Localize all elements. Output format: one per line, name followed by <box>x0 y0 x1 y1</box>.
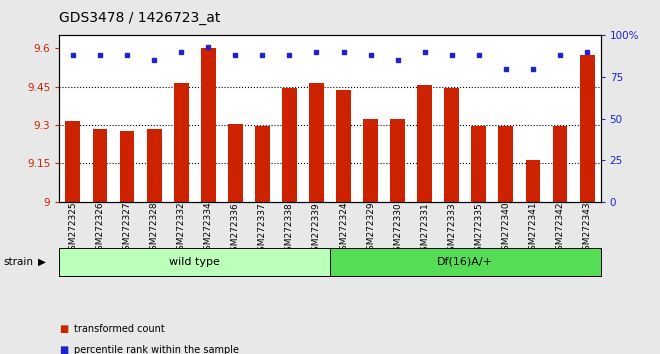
Text: GSM272338: GSM272338 <box>285 202 294 257</box>
Bar <box>336 90 351 202</box>
Text: ■: ■ <box>59 346 69 354</box>
Text: GSM272343: GSM272343 <box>583 202 591 256</box>
Bar <box>444 88 459 202</box>
FancyBboxPatch shape <box>59 248 330 276</box>
Bar <box>65 121 81 202</box>
Bar <box>471 126 486 202</box>
Text: GSM272333: GSM272333 <box>447 202 456 257</box>
Text: GSM272341: GSM272341 <box>529 202 537 256</box>
Bar <box>552 126 568 202</box>
Text: GSM272327: GSM272327 <box>123 202 131 256</box>
Text: strain: strain <box>3 257 33 267</box>
Text: GSM272324: GSM272324 <box>339 202 348 256</box>
Bar <box>390 119 405 202</box>
Text: wild type: wild type <box>169 257 220 267</box>
Bar <box>525 160 541 202</box>
Text: GDS3478 / 1426723_at: GDS3478 / 1426723_at <box>59 11 221 25</box>
Text: transformed count: transformed count <box>74 324 164 334</box>
Bar <box>579 55 595 202</box>
Text: percentile rank within the sample: percentile rank within the sample <box>74 346 239 354</box>
Text: GSM272340: GSM272340 <box>502 202 510 256</box>
Bar <box>498 126 513 202</box>
Bar <box>228 124 243 202</box>
Bar <box>174 83 189 202</box>
Text: GSM272329: GSM272329 <box>366 202 375 256</box>
Bar <box>282 88 297 202</box>
Text: GSM272325: GSM272325 <box>69 202 77 256</box>
Text: GSM272336: GSM272336 <box>231 202 240 257</box>
Text: GSM272326: GSM272326 <box>96 202 104 256</box>
Bar <box>363 119 378 202</box>
Bar <box>92 129 108 202</box>
Bar <box>147 129 162 202</box>
Bar <box>119 131 135 202</box>
Text: Df(16)A/+: Df(16)A/+ <box>438 257 493 267</box>
Text: GSM272339: GSM272339 <box>312 202 321 257</box>
Text: GSM272332: GSM272332 <box>177 202 185 256</box>
Text: ▶: ▶ <box>38 257 46 267</box>
FancyBboxPatch shape <box>330 248 601 276</box>
Text: GSM272328: GSM272328 <box>150 202 158 256</box>
Bar <box>255 126 270 202</box>
Text: ■: ■ <box>59 324 69 334</box>
Text: GSM272334: GSM272334 <box>204 202 213 256</box>
Text: GSM272331: GSM272331 <box>420 202 429 257</box>
Bar <box>309 83 324 202</box>
Bar <box>417 85 432 202</box>
Text: GSM272337: GSM272337 <box>258 202 267 257</box>
Text: GSM272335: GSM272335 <box>475 202 483 257</box>
Text: GSM272342: GSM272342 <box>556 202 564 256</box>
Bar <box>201 48 216 202</box>
Text: GSM272330: GSM272330 <box>393 202 402 257</box>
